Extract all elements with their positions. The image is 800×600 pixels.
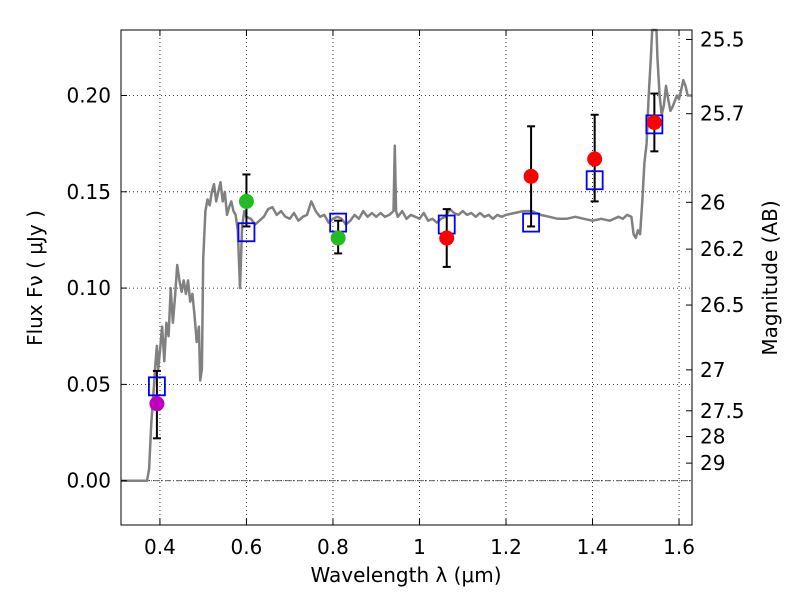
y-tick-label: 0.00 — [66, 469, 111, 493]
observed-flux-point — [439, 230, 455, 246]
x-tick-label: 0.8 — [317, 535, 349, 559]
x-tick-label: 1.6 — [663, 535, 695, 559]
magnitude-tick-label: 26.2 — [700, 237, 745, 261]
x-tick-label: 0.4 — [144, 535, 176, 559]
model-photometry-square — [148, 376, 166, 397]
magnitude-tick-label: 26 — [700, 190, 725, 214]
x-tick-label: 0.6 — [231, 535, 263, 559]
grid — [121, 30, 692, 525]
model-photometry-square — [522, 212, 540, 233]
magnitude-tick-label: 26.5 — [700, 293, 745, 317]
magnitude-tick-label: 29 — [700, 451, 725, 475]
model-photometry-square — [237, 222, 256, 243]
x-tick-label: 1.2 — [490, 535, 522, 559]
x-tick-label: 1 — [413, 535, 426, 559]
observed-flux-point — [330, 230, 346, 246]
x-tick-label: 1.4 — [577, 535, 609, 559]
magnitude-tick-label: 27 — [700, 358, 725, 382]
observed-flux-point — [587, 151, 603, 167]
model-spectrum-line — [121, 28, 692, 482]
y-axis-title: Flux Fν ( μJy ) — [23, 210, 47, 346]
observed-flux-point — [149, 396, 165, 412]
model-spectrum-layer — [121, 28, 692, 482]
data-points-layer — [148, 92, 664, 440]
ticks-layer: 0.4 0.6 0.8 1 1.2 1.4 1.6 0.00 0.05 0.10 0.15 0.20 2… — [66, 27, 744, 559]
plot-frame — [120, 29, 693, 526]
y-tick-label: 0.05 — [66, 372, 111, 396]
magnitude-axis-title: Magnitude (AB) — [758, 200, 782, 355]
y-tick-label: 0.10 — [66, 276, 111, 300]
observed-flux-point — [523, 168, 539, 184]
y-tick-label: 0.20 — [66, 83, 111, 107]
observed-flux-point — [646, 114, 662, 130]
magnitude-tick-label: 27.5 — [700, 399, 745, 423]
observed-flux-point — [238, 193, 254, 209]
x-axis-title: Wavelength λ (μm) — [310, 563, 501, 587]
model-photometry-square — [585, 170, 604, 191]
magnitude-tick-label: 25.7 — [700, 102, 745, 126]
magnitude-tick-label: 28 — [700, 425, 725, 449]
y-tick-label: 0.15 — [66, 180, 111, 204]
magnitude-tick-label: 25.5 — [700, 27, 745, 51]
